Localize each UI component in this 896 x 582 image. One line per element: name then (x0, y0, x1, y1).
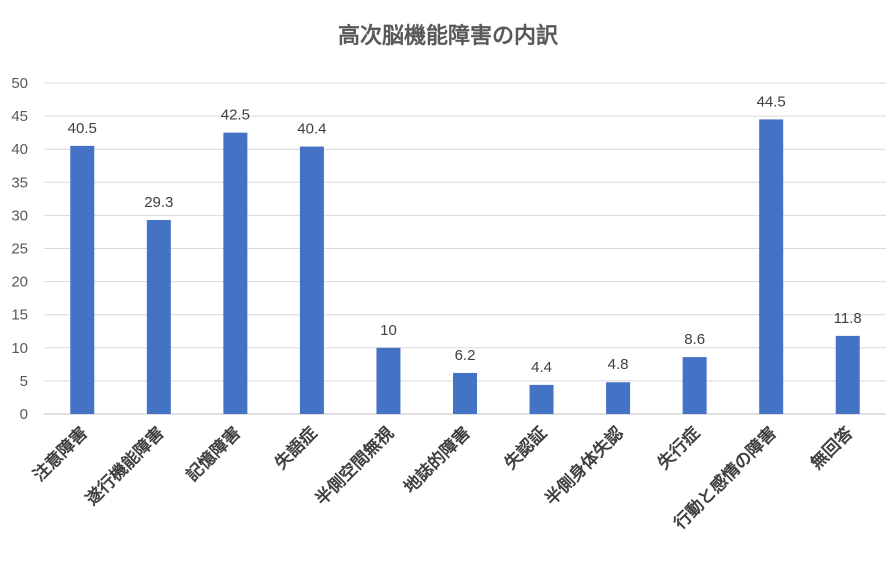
data-label: 10 (380, 322, 397, 339)
bar (376, 347, 401, 414)
y-tick-label: 10 (11, 340, 28, 357)
data-label: 42.5 (221, 107, 250, 124)
bar (70, 145, 95, 414)
y-tick-label: 15 (11, 307, 28, 324)
x-category-label: 遂行機能障害 (81, 423, 168, 510)
data-label: 11.8 (834, 310, 862, 327)
bar (682, 357, 707, 414)
data-label: 4.8 (608, 356, 629, 373)
x-category-label: 失行症 (653, 423, 704, 474)
bar (223, 132, 248, 414)
y-tick-label: 20 (11, 274, 28, 291)
bar (835, 335, 860, 414)
y-axis-ticks: 0 5 10 15 20 25 30 35 40 45 50 (11, 75, 28, 423)
data-label: 44.5 (757, 93, 786, 110)
data-label: 4.4 (531, 359, 552, 376)
bar (146, 220, 171, 414)
bar (606, 382, 631, 414)
data-label: 29.3 (144, 194, 173, 211)
x-category-label: 半側身体失認 (541, 423, 628, 510)
bars (70, 119, 860, 414)
y-tick-label: 50 (11, 75, 28, 92)
y-tick-label: 30 (11, 207, 28, 224)
x-category-label: 半側空間無視 (311, 423, 398, 510)
x-category-label: 注意障害 (29, 423, 92, 486)
y-tick-label: 40 (11, 141, 28, 158)
data-labels: 40.5 29.3 42.5 40.4 10 6.2 4.4 4.8 8.6 44.5 11.8 (68, 93, 862, 375)
bar (299, 146, 324, 414)
x-category-label: 記憶障害 (182, 423, 245, 486)
data-label: 8.6 (684, 331, 705, 348)
y-tick-label: 5 (20, 373, 28, 390)
bar (453, 372, 477, 414)
data-label: 40.5 (68, 120, 97, 137)
data-label: 6.2 (455, 347, 476, 364)
y-tick-label: 45 (11, 108, 28, 125)
x-category-label: 無回答 (806, 422, 858, 474)
y-tick-label: 25 (11, 241, 28, 258)
chart-title: 高次脳機能障害の内訳 (337, 24, 558, 49)
x-category-label: 失認証 (500, 423, 551, 474)
bar (529, 384, 554, 414)
data-label: 40.4 (297, 121, 326, 138)
bar (759, 119, 784, 414)
y-tick-label: 35 (11, 174, 28, 191)
x-category-label: 地誌的障害 (400, 423, 475, 498)
x-category-label: 失語症 (271, 423, 322, 474)
y-tick-label: 0 (20, 406, 28, 423)
